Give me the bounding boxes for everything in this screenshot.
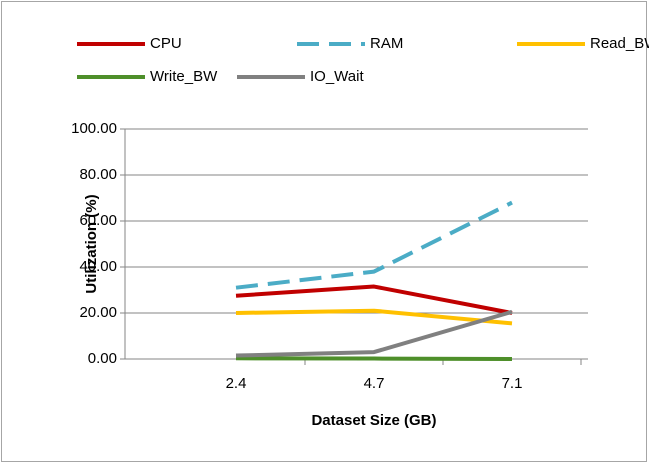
y-tick-label: 80.00 bbox=[79, 166, 117, 183]
y-axis-title: Utilization (%) bbox=[83, 194, 100, 293]
x-tick-label: 4.7 bbox=[364, 375, 385, 392]
legend-label: RAM bbox=[370, 35, 403, 52]
y-tick-label: 20.00 bbox=[79, 304, 117, 321]
legend-label: Write_BW bbox=[150, 68, 218, 85]
series-line bbox=[235, 284, 513, 315]
y-tick-label: 40.00 bbox=[79, 258, 117, 275]
series-line bbox=[235, 309, 513, 358]
legend-label: IO_Wait bbox=[310, 68, 364, 85]
x-tick-label: 7.1 bbox=[502, 375, 523, 392]
series-line bbox=[235, 200, 513, 290]
x-axis-title: Dataset Size (GB) bbox=[311, 412, 436, 429]
legend-label: Read_BW bbox=[590, 35, 649, 52]
legend-label: CPU bbox=[150, 35, 182, 52]
series-line bbox=[235, 356, 513, 361]
x-tick-label: 2.4 bbox=[226, 375, 247, 392]
series-line bbox=[235, 308, 513, 326]
y-tick-label: 100.00 bbox=[71, 120, 117, 137]
y-tick-label: 0.00 bbox=[88, 350, 117, 367]
y-tick-label: 60.00 bbox=[79, 212, 117, 229]
